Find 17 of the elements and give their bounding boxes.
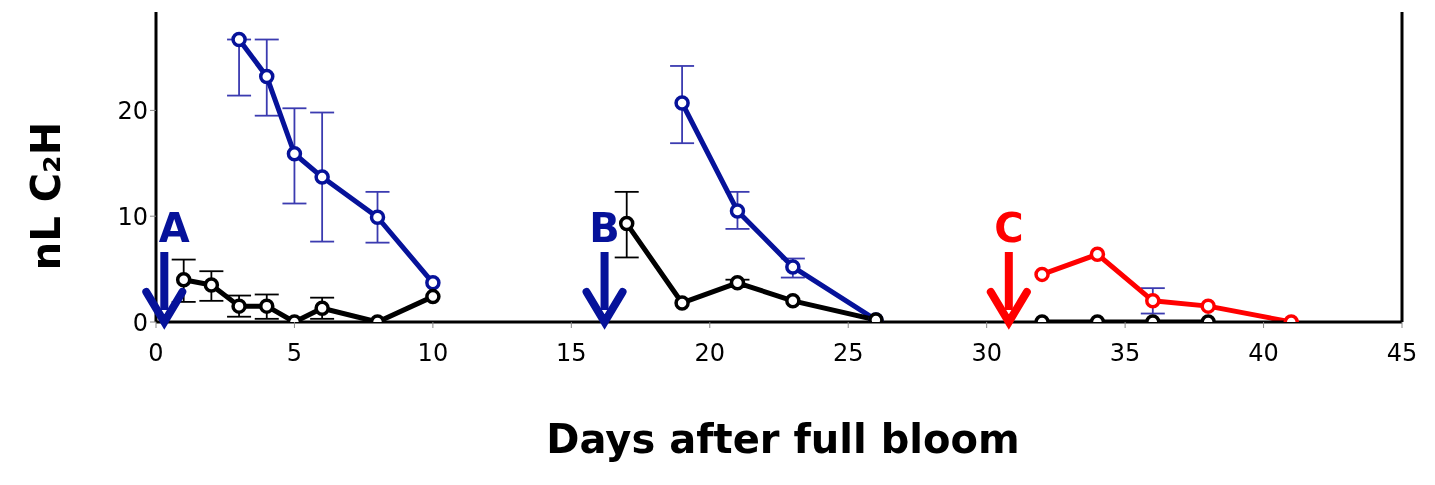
ref-line-label: A: [158, 205, 190, 251]
x-tick-label: 30: [971, 339, 1002, 368]
x-tick-label: 10: [417, 339, 449, 368]
ref-line-label: C: [994, 205, 1024, 251]
x-tick-label: 25: [832, 339, 864, 368]
y-axis-title: nL C₂H: [23, 121, 69, 270]
x-tick-label: 5: [286, 339, 303, 368]
x-tick-label: 45: [1386, 339, 1418, 368]
x-tick-label: 40: [1248, 339, 1279, 368]
x-tick-label: 15: [556, 339, 587, 368]
y-tick-label: 0: [132, 308, 148, 337]
x-tick-label: 20: [694, 339, 726, 368]
y-tick-label: 20: [117, 96, 148, 125]
x-axis-title: Days after full bloom: [545, 416, 1021, 462]
ref-line-label: B: [589, 205, 620, 251]
x-tick-label: 35: [1109, 339, 1141, 368]
y-tick-label: 10: [117, 202, 148, 231]
